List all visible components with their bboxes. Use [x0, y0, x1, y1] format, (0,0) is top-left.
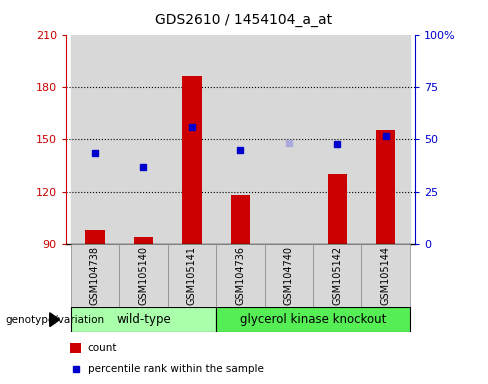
- Polygon shape: [50, 313, 60, 326]
- Text: GSM105141: GSM105141: [187, 246, 197, 305]
- Bar: [168, 35, 216, 244]
- Bar: [216, 35, 264, 244]
- Text: percentile rank within the sample: percentile rank within the sample: [88, 364, 264, 374]
- Bar: [231, 195, 250, 244]
- Text: GSM104740: GSM104740: [284, 246, 294, 305]
- Bar: [313, 35, 362, 244]
- Bar: [119, 35, 168, 244]
- Text: GSM104738: GSM104738: [90, 246, 100, 305]
- Text: GDS2610 / 1454104_a_at: GDS2610 / 1454104_a_at: [156, 13, 332, 27]
- Bar: [71, 307, 216, 332]
- Bar: [85, 230, 104, 244]
- Text: GSM104736: GSM104736: [235, 246, 245, 305]
- Bar: [216, 307, 410, 332]
- Text: GSM105142: GSM105142: [332, 246, 342, 305]
- Bar: [71, 35, 119, 244]
- Bar: [182, 76, 202, 244]
- Bar: [264, 244, 313, 307]
- Bar: [362, 35, 410, 244]
- Text: GSM105140: GSM105140: [139, 246, 148, 305]
- Bar: [71, 244, 119, 307]
- Text: glycerol kinase knockout: glycerol kinase knockout: [240, 313, 386, 326]
- Bar: [327, 174, 347, 244]
- Bar: [70, 343, 81, 353]
- Bar: [264, 35, 313, 244]
- Text: genotype/variation: genotype/variation: [5, 314, 104, 325]
- Text: wild-type: wild-type: [116, 313, 171, 326]
- Bar: [362, 244, 410, 307]
- Bar: [313, 244, 362, 307]
- Bar: [168, 244, 216, 307]
- Bar: [134, 237, 153, 244]
- Text: GSM105144: GSM105144: [381, 246, 391, 305]
- Text: count: count: [88, 343, 117, 353]
- Bar: [376, 131, 395, 244]
- Bar: [119, 244, 168, 307]
- Bar: [216, 244, 264, 307]
